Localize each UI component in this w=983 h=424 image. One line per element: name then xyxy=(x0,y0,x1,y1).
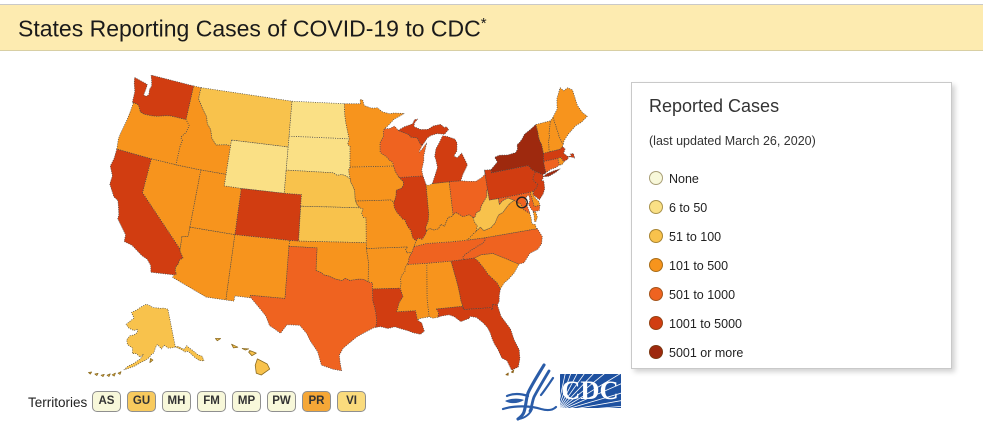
svg-text:CDC: CDC xyxy=(561,375,618,405)
